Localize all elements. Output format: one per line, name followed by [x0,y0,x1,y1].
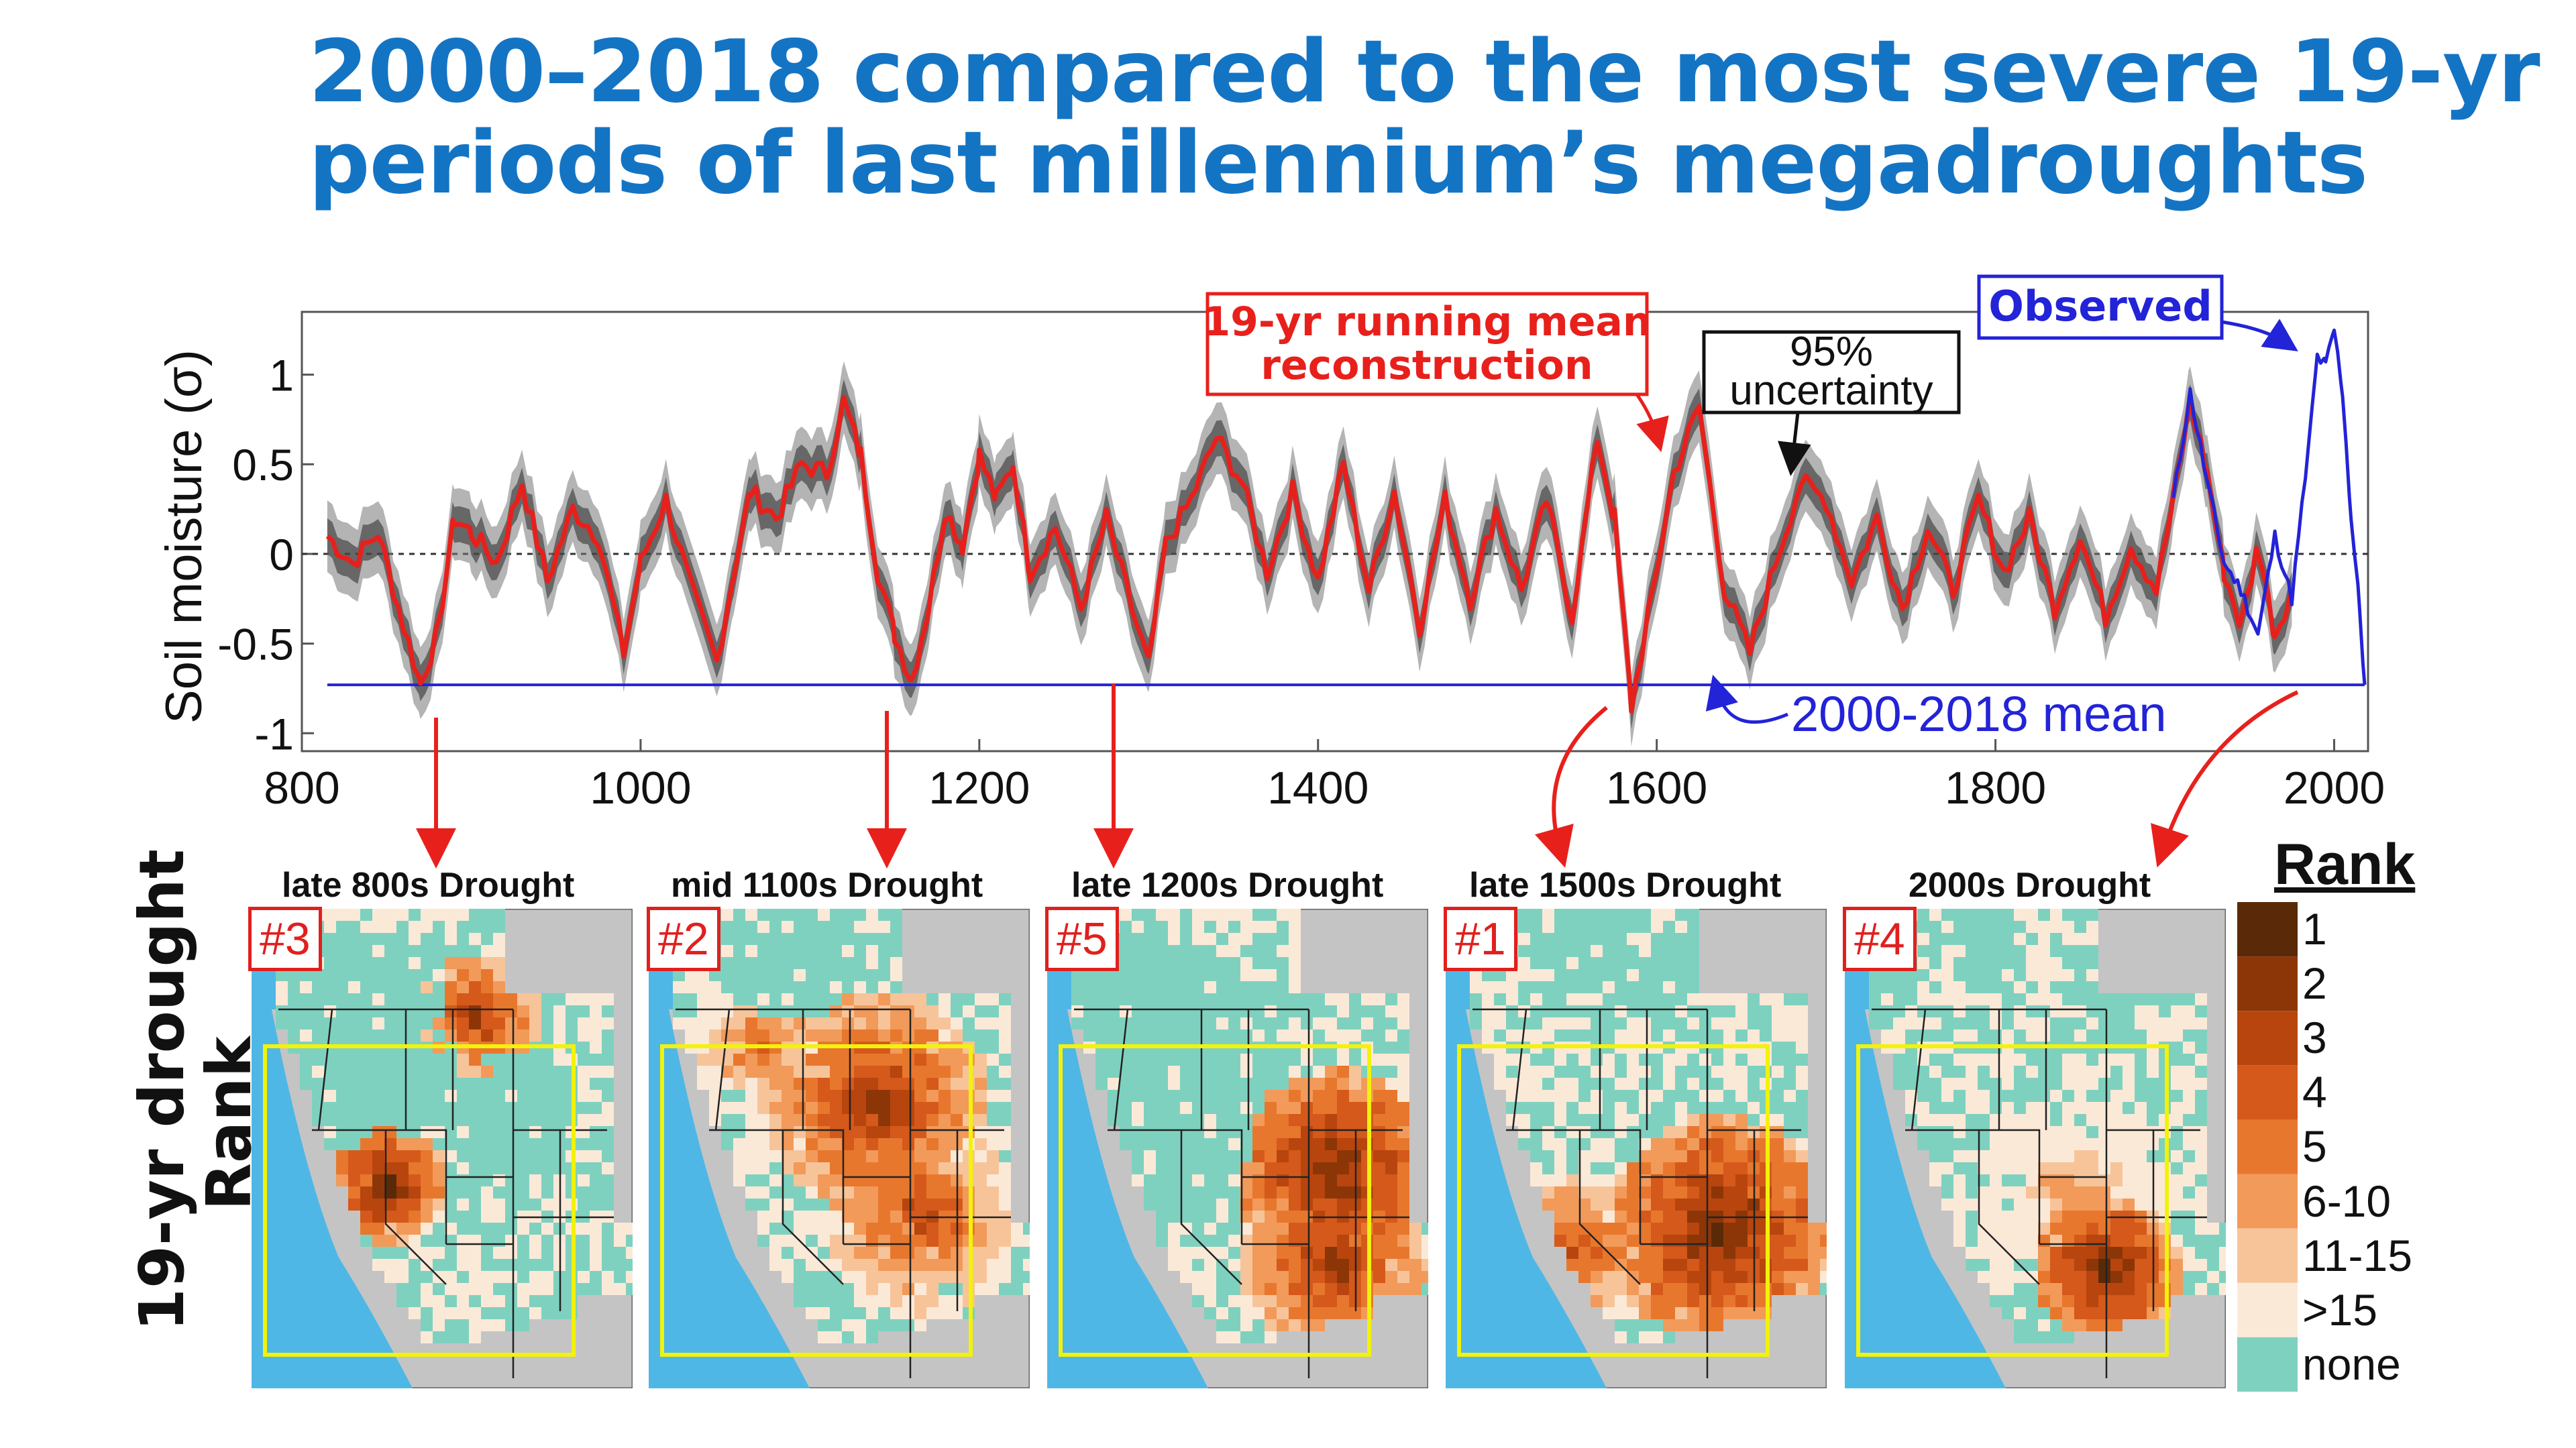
map-panel-5 [1843,907,2231,1390]
drought-grid [673,909,1035,1343]
x-tick-label: 2000 [2284,763,2385,814]
map-5 [1843,907,2231,1390]
legend-label: 2 [2302,958,2327,1009]
state-borders [1074,1008,1409,1378]
state-borders [1872,1008,2207,1378]
x-tick-label: 1600 [1606,763,1707,814]
reconstruction-annotation-line2: reconstruction [1260,342,1593,389]
title-line-1: 2000–2018 compared to the most severe 19… [309,22,2540,122]
map-1 [250,907,638,1390]
arrow-2000s [2151,690,2299,868]
ocean [1845,909,2006,1388]
map-panel-4 [1444,907,1832,1390]
mean-annotation: 2000-2018 mean [1791,686,2167,742]
study-area-box [660,1044,973,1357]
x-tick-label: 800 [264,763,339,814]
legend-label: 4 [2302,1067,2327,1117]
map-title-1: late 800s Drought [282,866,575,905]
legend-label: >15 [2302,1284,2377,1335]
side-label-line1: 19-yr drought [126,849,198,1331]
study-area-box [263,1044,576,1357]
title-line-2: periods of last millennium’s megadrought… [309,113,2368,213]
observed-annotation-box [1977,274,2224,340]
map-3 [1046,907,1434,1390]
state-borders [1472,1008,1808,1378]
map-panel-3 [1046,907,1434,1390]
y-tick-label: 1 [269,351,294,400]
side-label: 19-yr drought Rank [126,849,265,1331]
map-title-3: late 1200s Drought [1071,866,1384,905]
legend-swatch [2237,1011,2298,1066]
rank-badge-1: #3 [248,907,322,971]
map-panel-2 [647,907,1035,1390]
rank-badge-5: #4 [1843,907,1917,971]
observed-arrow [2221,319,2298,351]
ocean [252,909,413,1388]
page-title: 2000–2018 compared to the most severe 19… [309,22,2540,213]
legend-colorbar [2237,902,2298,1392]
map-title-5: 2000s Drought [1909,866,2151,905]
observed-annotation: Observed [1988,282,2212,331]
legend-swatch [2237,1228,2298,1283]
map-title-4: late 1500s Drought [1469,866,1782,905]
study-area-box [1059,1044,1371,1357]
legend-label: 11-15 [2302,1230,2412,1280]
reconstruction-arrow [1635,393,1669,453]
map-2 [647,907,1035,1390]
map-title-2: mid 1100s Drought [671,866,983,905]
ocean [1446,909,1607,1388]
legend-swatch [2237,1337,2298,1392]
uncertainty-arrow [1778,412,1811,476]
arrow-1500s [1535,706,1608,868]
uncertainty-annotation-line1: 95% [1790,329,1873,375]
legend-swatch [2237,956,2298,1011]
study-area-box [1457,1044,1770,1357]
x-tick-label: 1400 [1267,763,1368,814]
rank-badge-4: #1 [1444,907,1517,971]
drought-grid [1470,909,1832,1343]
legend-label: 5 [2302,1121,2327,1172]
ocean [1047,909,1208,1388]
y-tick-label: -1 [254,709,294,759]
y-axis-label: Soil moisture (σ) [156,349,213,724]
legend-label: 6-10 [2302,1176,2392,1226]
reconstruction-series [325,394,2294,714]
x-tick-label: 1800 [1945,763,2046,814]
y-tick-label: -0.5 [217,620,294,669]
x-tick-label: 1000 [590,763,691,814]
drought-arrows [416,684,2299,869]
y-tick-label: 0.5 [232,440,294,490]
legend-swatch [2237,902,2298,957]
rank-badge-2: #2 [647,907,720,971]
uncertainty-annotation-line2: uncertainty [1729,368,1933,414]
legend-title: Rank [2274,832,2416,897]
legend-swatch [2237,1174,2298,1229]
state-borders [676,1008,1011,1378]
map-panel-1 [250,907,638,1390]
x-tick-label: 1200 [928,763,1030,814]
x-tick-labels: 800 1000 1200 1400 1600 1800 2000 [264,763,2385,814]
rank-badge-3: #5 [1045,907,1119,971]
reconstruction-annotation-line1: 19-yr running mean [1202,298,1651,345]
y-tick-labels: 1 0.5 0 -0.5 -1 [217,351,294,759]
uncertainty-annotation-box [1702,330,1961,414]
legend-label: 3 [2302,1013,2327,1063]
map-4 [1444,907,1832,1390]
axis-ticks [301,374,2336,751]
legend-swatch [2237,1065,2298,1120]
drought-grid [1071,909,1434,1343]
ocean [649,909,810,1388]
y-tick-label: 0 [269,530,294,579]
legend-label: 1 [2302,904,2327,954]
mean-arrow [1705,674,1788,724]
legend-label: none [2302,1339,2401,1389]
study-area-box [1856,1044,2169,1357]
observed-series [2171,328,2367,685]
legend-swatch [2237,1282,2298,1337]
reconstruction-annotation-box [1205,292,1649,396]
state-borders [278,1008,614,1378]
legend-swatch [2237,1119,2298,1174]
